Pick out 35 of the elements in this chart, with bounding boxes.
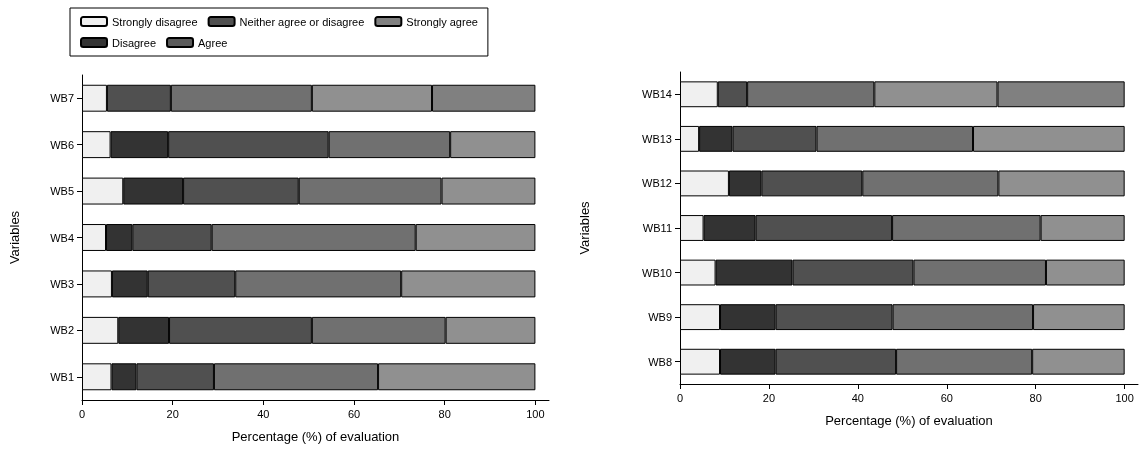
y-tick-label: WB3	[50, 277, 74, 290]
x-tick-label: 40	[257, 407, 270, 420]
x-axis-title: Percentage (%) of evaluation	[231, 429, 400, 444]
y-tick-label: WB4	[50, 231, 74, 244]
y-tick-label: WB1	[50, 370, 74, 383]
y-tick-label: WB10	[642, 266, 672, 279]
x-tick-label: 20	[166, 407, 179, 420]
x-tick-label: 80	[438, 407, 451, 420]
y-tick-label: WB5	[50, 185, 74, 198]
x-tick-label: 100	[526, 407, 545, 420]
legend-label: Agree	[198, 36, 228, 49]
legend-label: Disagree	[112, 36, 157, 49]
legend-label: Strongly agree	[406, 15, 478, 28]
x-tick-label: 0	[676, 391, 684, 404]
legend-label: Strongly disagree	[112, 15, 198, 28]
y-tick-label: WB8	[648, 355, 672, 368]
y-tick-label: WB2	[50, 324, 74, 337]
y-axis-title: Variables	[7, 210, 22, 265]
y-tick-label: WB9	[648, 311, 672, 324]
y-axis-title: Variables	[577, 200, 592, 255]
legend-label: Neither agree or disagree	[239, 15, 365, 28]
y-tick-label: WB13	[642, 132, 672, 145]
y-tick-label: WB12	[642, 177, 672, 190]
y-tick-label: WB7	[50, 92, 74, 105]
y-tick-label: WB14	[642, 88, 672, 101]
x-tick-label: 100	[1115, 391, 1134, 404]
x-tick-label: 60	[940, 391, 953, 404]
x-tick-label: 60	[347, 407, 361, 420]
x-tick-label: 80	[1029, 391, 1042, 404]
x-tick-label: 40	[851, 391, 864, 404]
x-axis-title: Percentage (%) of evaluation	[825, 413, 993, 428]
y-tick-label: WB6	[50, 138, 74, 151]
x-tick-label: 20	[762, 391, 776, 404]
x-tick-label: 0	[78, 407, 86, 420]
y-tick-label: WB11	[642, 222, 672, 234]
